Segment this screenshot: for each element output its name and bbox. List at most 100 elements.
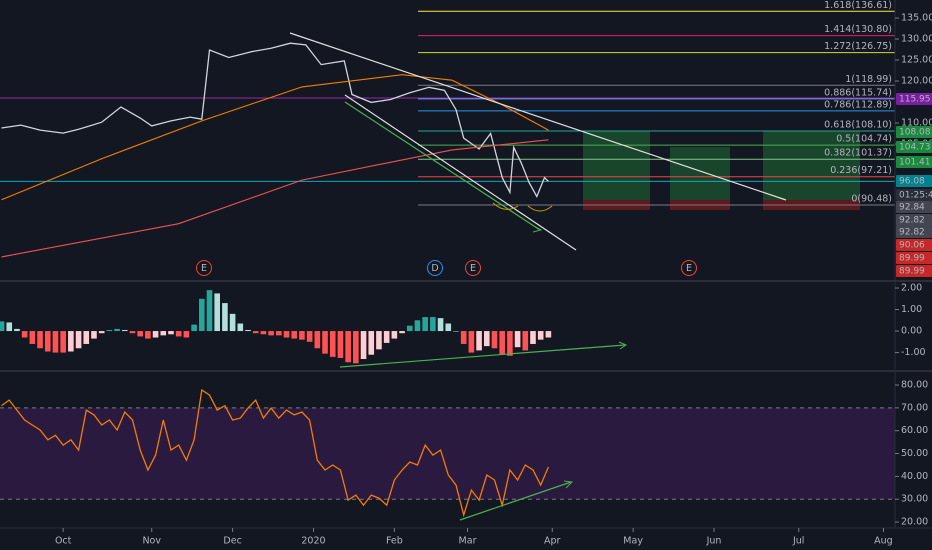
price-tag-box bbox=[896, 156, 932, 168]
x-tick-label: Apr bbox=[544, 536, 561, 547]
histogram-bar bbox=[21, 331, 28, 338]
fib-label: 1(118.99) bbox=[845, 74, 892, 85]
histogram-bar bbox=[476, 331, 482, 351]
overlay: 135.00130.00125.00120.00110.00105.00115.… bbox=[55, 13, 932, 547]
x-tick-label: Jun bbox=[706, 536, 722, 547]
fib-label: 1.272(126.75) bbox=[824, 41, 892, 52]
histogram-bar bbox=[137, 331, 143, 337]
histogram-bar bbox=[391, 331, 398, 339]
price-tag-label: 115.95 bbox=[899, 95, 931, 105]
histogram-bar bbox=[507, 331, 513, 356]
histogram-bar bbox=[299, 331, 305, 340]
histogram-bar bbox=[314, 331, 321, 349]
histogram-bar bbox=[491, 331, 498, 349]
histogram-bar bbox=[414, 320, 421, 332]
histogram-bar bbox=[276, 331, 282, 336]
fib-label: 0.5(104.74) bbox=[836, 134, 892, 145]
histogram-bar bbox=[60, 331, 66, 353]
x-tick-label: Aug bbox=[874, 536, 893, 547]
y-tick-label: 120.00 bbox=[901, 76, 932, 87]
histogram-bar bbox=[91, 331, 97, 339]
x-tick-label: Mar bbox=[459, 536, 477, 547]
fib-label: 0.786(112.89) bbox=[824, 99, 892, 110]
event-label: D bbox=[431, 263, 438, 274]
arrow-head bbox=[532, 225, 543, 233]
price-tag: 89.99 bbox=[896, 265, 932, 277]
histogram-bar bbox=[383, 331, 390, 343]
histogram-bar bbox=[6, 322, 13, 332]
price-tag: 89.99 bbox=[896, 252, 932, 264]
price-tag-label: 90.06 bbox=[899, 241, 925, 251]
y-tick-label: 0.00 bbox=[901, 326, 922, 337]
series-line bbox=[1, 139, 549, 258]
fib-label: 1.414(130.80) bbox=[824, 24, 892, 35]
histogram-bar bbox=[168, 331, 174, 335]
price-tag-label: 96.08 bbox=[899, 177, 925, 187]
histogram-bar bbox=[399, 331, 405, 334]
x-tick-label: Oct bbox=[55, 536, 72, 547]
histogram-bar bbox=[160, 331, 167, 336]
rsi-band bbox=[0, 407, 895, 500]
y-tick-label: 2.00 bbox=[901, 283, 922, 294]
histogram-bar bbox=[483, 331, 490, 347]
histogram-bar bbox=[345, 331, 351, 363]
y-tick-label: 135.00 bbox=[901, 13, 932, 24]
y-tick-label: 50.00 bbox=[901, 448, 928, 459]
price-tag: 92.82 bbox=[896, 214, 932, 226]
histogram-bar bbox=[422, 317, 428, 332]
event-marker bbox=[465, 260, 481, 276]
y-tick-label: 20.00 bbox=[901, 517, 928, 528]
histogram-bar bbox=[229, 313, 236, 332]
bottom-arcs bbox=[492, 202, 553, 212]
histogram-bar bbox=[260, 331, 267, 335]
price-tag-box bbox=[896, 175, 932, 187]
price-tag-label: 89.99 bbox=[899, 267, 925, 277]
histogram-bar bbox=[29, 331, 36, 344]
price-tag: 01:25:44 bbox=[896, 189, 932, 201]
histogram-bar bbox=[368, 331, 375, 355]
price-tag: 90.06 bbox=[896, 239, 932, 251]
trend-line bbox=[344, 94, 577, 251]
price-tag: 92.82 bbox=[896, 226, 932, 238]
y-tick-label: 40.00 bbox=[901, 471, 928, 482]
price-tag-label: 89.99 bbox=[899, 254, 925, 264]
price-tag-label: 104.73 bbox=[899, 143, 931, 153]
histogram-bar bbox=[453, 331, 459, 332]
y-tick-label: 130.00 bbox=[901, 34, 932, 45]
x-tick-label: Feb bbox=[386, 536, 403, 547]
fib-label: 0.886(115.74) bbox=[824, 87, 892, 98]
fib-label: 0.382(101.37) bbox=[824, 148, 892, 159]
x-tick-label: May bbox=[623, 536, 643, 547]
histogram-bar bbox=[530, 331, 536, 344]
price-tag: 96.08 bbox=[896, 175, 932, 187]
series-line bbox=[1, 388, 549, 518]
fib-label: 0(90.48) bbox=[851, 193, 892, 204]
price-tag: 115.95 bbox=[896, 93, 932, 105]
position-profit-zone bbox=[670, 147, 730, 200]
price-tag-box bbox=[896, 252, 932, 264]
histogram-bar bbox=[222, 303, 228, 332]
position-profit-zone bbox=[763, 131, 860, 200]
divergence-line bbox=[459, 481, 572, 521]
series-line bbox=[1, 74, 549, 201]
price-tag-box bbox=[896, 265, 932, 277]
histogram-bar bbox=[14, 328, 20, 332]
event-label: E bbox=[686, 263, 692, 274]
histogram-bar bbox=[245, 329, 251, 332]
divergence-line bbox=[339, 344, 626, 368]
histogram-bar bbox=[129, 331, 136, 334]
price-tag-box bbox=[896, 189, 932, 201]
histogram-bar bbox=[121, 329, 128, 332]
price-tag-box bbox=[896, 126, 932, 138]
price-tag-box bbox=[896, 93, 932, 105]
y-tick-label: 70.00 bbox=[901, 402, 928, 413]
histogram-bar bbox=[522, 331, 529, 351]
x-tick-label: Nov bbox=[142, 536, 161, 547]
event-label: E bbox=[201, 263, 207, 274]
histogram-bar bbox=[514, 331, 521, 348]
fib-label: 1.618(136.61) bbox=[824, 0, 892, 11]
histogram-bar bbox=[499, 331, 505, 355]
price-tag: 101.41 bbox=[896, 156, 932, 168]
histogram-bar bbox=[545, 331, 552, 338]
price-tag-label: 92.82 bbox=[899, 228, 925, 238]
